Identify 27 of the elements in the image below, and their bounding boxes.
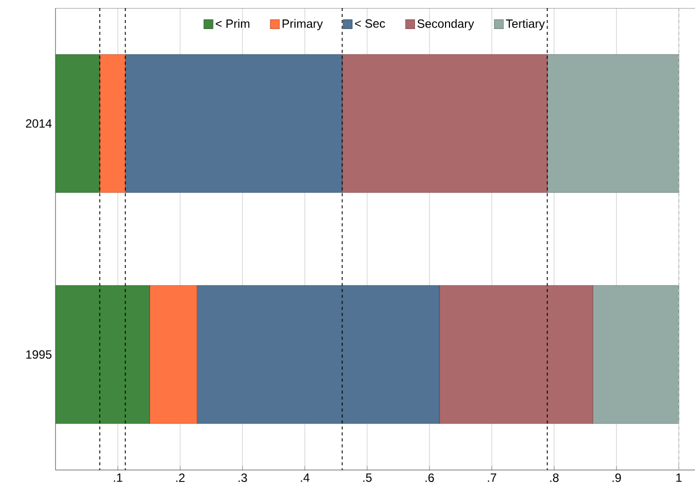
x-tick-label: .1 — [114, 474, 122, 482]
bar — [99, 54, 126, 193]
legend-label: < Prim — [216, 19, 250, 28]
bar — [439, 285, 594, 424]
legend-label: Secondary — [417, 19, 474, 30]
bar — [196, 285, 440, 424]
bar — [149, 285, 198, 424]
x-tick-label: .6 — [426, 474, 434, 482]
bar — [56, 285, 150, 424]
x-tick-label: .5 — [363, 474, 372, 482]
y-tick-label: 2014 — [26, 119, 52, 128]
x-tick-label: 1 — [676, 474, 682, 482]
bar — [125, 54, 343, 193]
legend-label: Tertiary — [506, 19, 545, 30]
x-tick-label: .2 — [176, 474, 185, 482]
x-tick-label: .8 — [550, 474, 559, 482]
x-tick-label: .9 — [612, 474, 621, 482]
bar — [342, 54, 548, 193]
x-tick-label: .3 — [238, 474, 247, 482]
bar — [56, 54, 100, 193]
y-tick-label: 1995 — [26, 350, 52, 359]
bar — [592, 285, 680, 424]
legend-label: Primary — [282, 19, 323, 30]
x-tick-label: .4 — [300, 474, 310, 482]
bar — [546, 54, 680, 193]
x-tick-label: .7 — [488, 474, 496, 482]
legend-label: < Sec — [355, 19, 386, 28]
